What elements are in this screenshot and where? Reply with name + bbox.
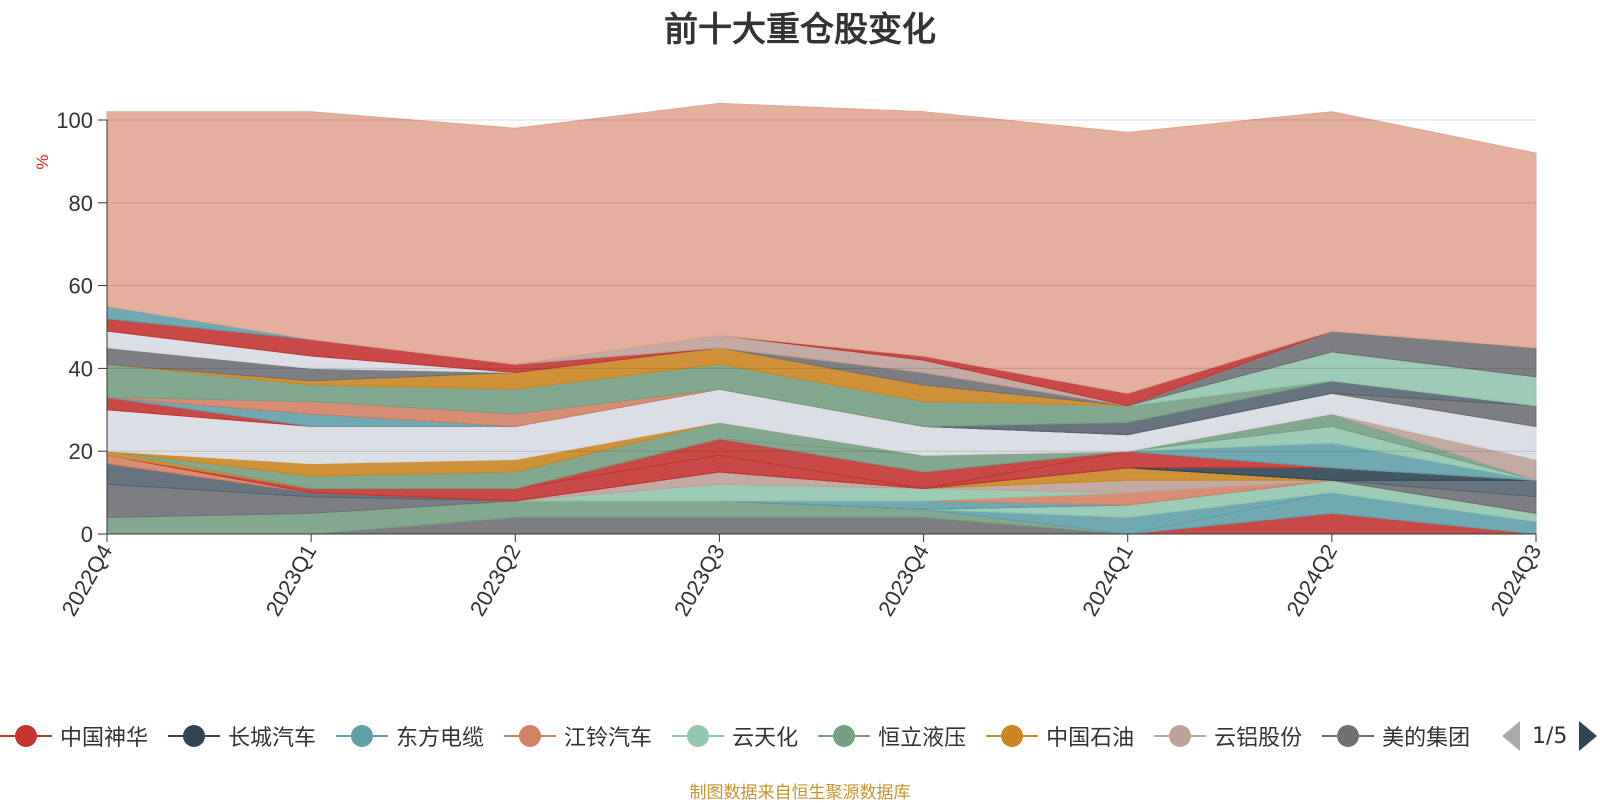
x-tick-label: 2023Q1 xyxy=(261,540,322,620)
series-areas xyxy=(106,102,1537,535)
legend-label: 云铝股份 xyxy=(1214,726,1303,751)
legend-label: 中国神华 xyxy=(60,726,149,751)
y-tick-label: 100 xyxy=(56,108,93,133)
legend-label: 东方电缆 xyxy=(396,726,485,751)
legend-marker-dot xyxy=(519,725,542,747)
legend-label: 恒立液压 xyxy=(878,726,967,751)
x-tick-label: 2024Q2 xyxy=(1281,540,1342,620)
x-tick-label: 2023Q4 xyxy=(873,540,934,620)
legend-label: 长城汽车 xyxy=(228,726,317,751)
legend-label: 中国石油 xyxy=(1046,726,1135,751)
legend: 中国神华 长城汽车 东方电缆 江铃汽车 云天化 恒立液压 中国石油 云铝股份 美的集团 1/5 xyxy=(0,716,1600,756)
legend-item[interactable]: 中国石油 xyxy=(986,716,1134,756)
pager-prev-arrow-icon[interactable] xyxy=(1502,721,1520,751)
source-note: 制图数据来自恒生聚源数据库 xyxy=(689,783,911,803)
x-tick-label: 2023Q2 xyxy=(465,540,526,620)
y-tick-label: 20 xyxy=(69,439,93,464)
legend-marker-icon xyxy=(0,724,52,748)
legend-item[interactable]: 江铃汽车 xyxy=(504,716,652,756)
legend-viewport: 中国神华 长城汽车 东方电缆 江铃汽车 云天化 恒立液压 中国石油 云铝股份 美的集团 xyxy=(0,716,1482,756)
legend-pager: 1/5 xyxy=(1500,716,1600,756)
grid-lines xyxy=(107,119,1536,452)
legend-marker-dot xyxy=(687,725,710,747)
stacked-area-chart: 0 20 40 60 80 100 2022Q4 2023Q1 2023Q2 2023Q3 2023… xyxy=(33,102,1547,620)
legend-item[interactable]: 云天化 xyxy=(672,716,798,756)
legend-marker-dot xyxy=(833,725,856,747)
y-tick-label: 80 xyxy=(69,191,93,216)
pager-page-indicator: 1/5 xyxy=(1532,723,1568,749)
y-tick-label: 40 xyxy=(69,356,93,381)
legend-marker-dot xyxy=(183,725,206,747)
legend-marker-dot xyxy=(1169,725,1192,747)
legend-marker-dot xyxy=(351,725,374,747)
chart-title: 前十大重仓股变化 xyxy=(664,10,936,50)
x-tick-label: 2023Q3 xyxy=(669,540,730,620)
legend-marker-icon xyxy=(986,724,1039,748)
legend-marker-dot xyxy=(1337,725,1360,747)
legend-marker-icon xyxy=(1322,724,1375,748)
legend-item[interactable]: 美的集团 xyxy=(1322,716,1470,756)
legend-marker-icon xyxy=(818,724,871,748)
x-tick-label: 2022Q4 xyxy=(57,540,118,620)
legend-marker-dot xyxy=(15,725,37,747)
legend-label: 美的集团 xyxy=(1382,726,1471,751)
legend-item[interactable]: 云铝股份 xyxy=(1154,716,1302,756)
y-tick-label: 60 xyxy=(69,274,93,299)
legend-marker-dot xyxy=(1001,725,1024,747)
x-tick-label: 2024Q3 xyxy=(1486,540,1547,620)
y-tick-label: 0 xyxy=(81,522,93,547)
legend-marker-icon xyxy=(1154,724,1207,748)
legend-marker-icon xyxy=(504,724,557,748)
legend-item[interactable]: 中国神华 xyxy=(0,716,148,756)
x-tick-label: 2024Q1 xyxy=(1077,540,1138,620)
legend-item[interactable]: 恒立液压 xyxy=(818,716,966,756)
legend-item[interactable]: 长城汽车 xyxy=(168,716,316,756)
legend-item[interactable]: 东方电缆 xyxy=(336,716,484,756)
pager-next-arrow-icon[interactable] xyxy=(1579,721,1598,751)
legend-track: 中国神华 长城汽车 东方电缆 江铃汽车 云天化 恒立液压 中国石油 云铝股份 美的集团 xyxy=(0,716,1482,756)
legend-label: 江铃汽车 xyxy=(564,726,653,751)
y-axis-label: % xyxy=(33,154,52,169)
legend-label: 云天化 xyxy=(732,726,799,751)
legend-marker-icon xyxy=(168,724,221,748)
legend-marker-icon xyxy=(672,724,725,748)
series-area-44 xyxy=(106,102,1537,394)
legend-marker-icon xyxy=(336,724,389,748)
